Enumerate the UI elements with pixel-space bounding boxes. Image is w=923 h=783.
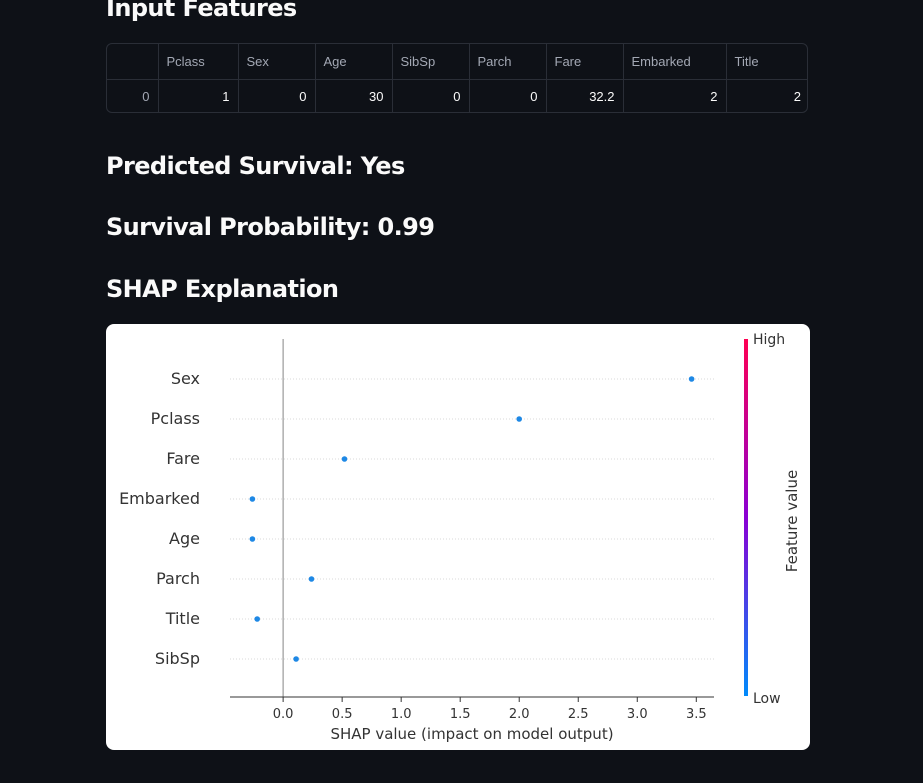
- feature-label-title: Title: [165, 609, 200, 628]
- row-index: 0: [107, 79, 159, 112]
- feature-label-pclass: Pclass: [151, 409, 200, 428]
- colorbar-low-label: Low: [753, 691, 781, 707]
- column-header-sex[interactable]: Sex: [238, 44, 316, 80]
- x-tick-label: 2.0: [509, 707, 530, 722]
- cell-fare[interactable]: 32.2: [546, 79, 624, 112]
- x-tick-label: 1.0: [391, 707, 412, 722]
- shap-point-parch: [308, 576, 315, 582]
- dataframe: Pclass Sex Age SibSp Parch Fare Embarked…: [107, 44, 807, 112]
- feature-label-sex: Sex: [171, 369, 200, 388]
- column-header-parch[interactable]: Parch: [469, 44, 547, 80]
- table-row: 0 1 0 30 0 0 32.2 2 2: [107, 79, 807, 112]
- column-header-pclass[interactable]: Pclass: [158, 44, 239, 80]
- x-tick-label: 3.5: [686, 707, 707, 722]
- cell-pclass[interactable]: 1: [158, 79, 239, 112]
- feature-label-parch: Parch: [156, 569, 200, 588]
- cell-embarked[interactable]: 2: [623, 79, 727, 112]
- input-features-heading: Input Features: [106, 0, 297, 22]
- feature-rows: Sex Pclass Fare Embarked Age Parch Title SibSp: [119, 369, 714, 668]
- x-tick-label: 3.0: [627, 707, 648, 722]
- colorbar: [744, 339, 748, 696]
- shap-point-fare: [341, 456, 348, 462]
- column-header-title[interactable]: Title: [726, 44, 807, 80]
- survival-probability-heading: Survival Probability: 0.99: [106, 213, 435, 241]
- feature-label-sibsp: SibSp: [155, 649, 200, 668]
- column-header-sibsp[interactable]: SibSp: [392, 44, 470, 80]
- shap-point-age: [249, 536, 256, 542]
- shap-explanation-heading: SHAP Explanation: [106, 275, 339, 303]
- cell-sex[interactable]: 0: [238, 79, 316, 112]
- x-axis-label: SHAP value (impact on model output): [330, 725, 613, 743]
- shap-points: [249, 376, 695, 662]
- input-features-table[interactable]: Pclass Sex Age SibSp Parch Fare Embarked…: [106, 43, 808, 113]
- x-tick-label: 2.5: [568, 707, 589, 722]
- column-header-age[interactable]: Age: [315, 44, 393, 80]
- index-header: [107, 44, 159, 80]
- shap-summary-plot: SexPclassFareEmbarkedAgeParchTitleSibSp …: [119, 332, 801, 743]
- shap-point-sibsp: [293, 656, 299, 662]
- shap-plot-card: Sex Pclass Fare Embarked Age Parch Title SibSp …: [106, 324, 810, 750]
- table-header-row: Pclass Sex Age SibSp Parch Fare Embarked…: [107, 44, 807, 80]
- x-axis: 0.0 0.5 1.0 1.5 2.0 2.5 3.0 3.5: [230, 696, 714, 722]
- shap-point-pclass: [516, 416, 522, 422]
- shap-point-sex: [688, 376, 695, 382]
- feature-label-fare: Fare: [166, 449, 200, 468]
- shap-point-embarked: [249, 496, 256, 502]
- column-header-fare[interactable]: Fare: [546, 44, 624, 80]
- cell-age[interactable]: 30: [315, 79, 393, 112]
- x-tick-label: 1.5: [450, 707, 471, 722]
- column-header-embarked[interactable]: Embarked: [623, 44, 727, 80]
- colorbar-high-label: High: [753, 332, 785, 348]
- x-tick-label: 0.0: [273, 707, 294, 722]
- predicted-survival-heading: Predicted Survival: Yes: [106, 152, 405, 180]
- cell-title[interactable]: 2: [793, 89, 801, 105]
- feature-label-age: Age: [169, 529, 200, 548]
- shap-point-title: [254, 616, 260, 622]
- colorbar-title: Feature value: [783, 470, 801, 572]
- cell-parch[interactable]: 0: [469, 79, 547, 112]
- cell-sibsp[interactable]: 0: [392, 79, 470, 112]
- x-tick-label: 0.5: [332, 707, 353, 722]
- feature-label-embarked: Embarked: [119, 489, 200, 508]
